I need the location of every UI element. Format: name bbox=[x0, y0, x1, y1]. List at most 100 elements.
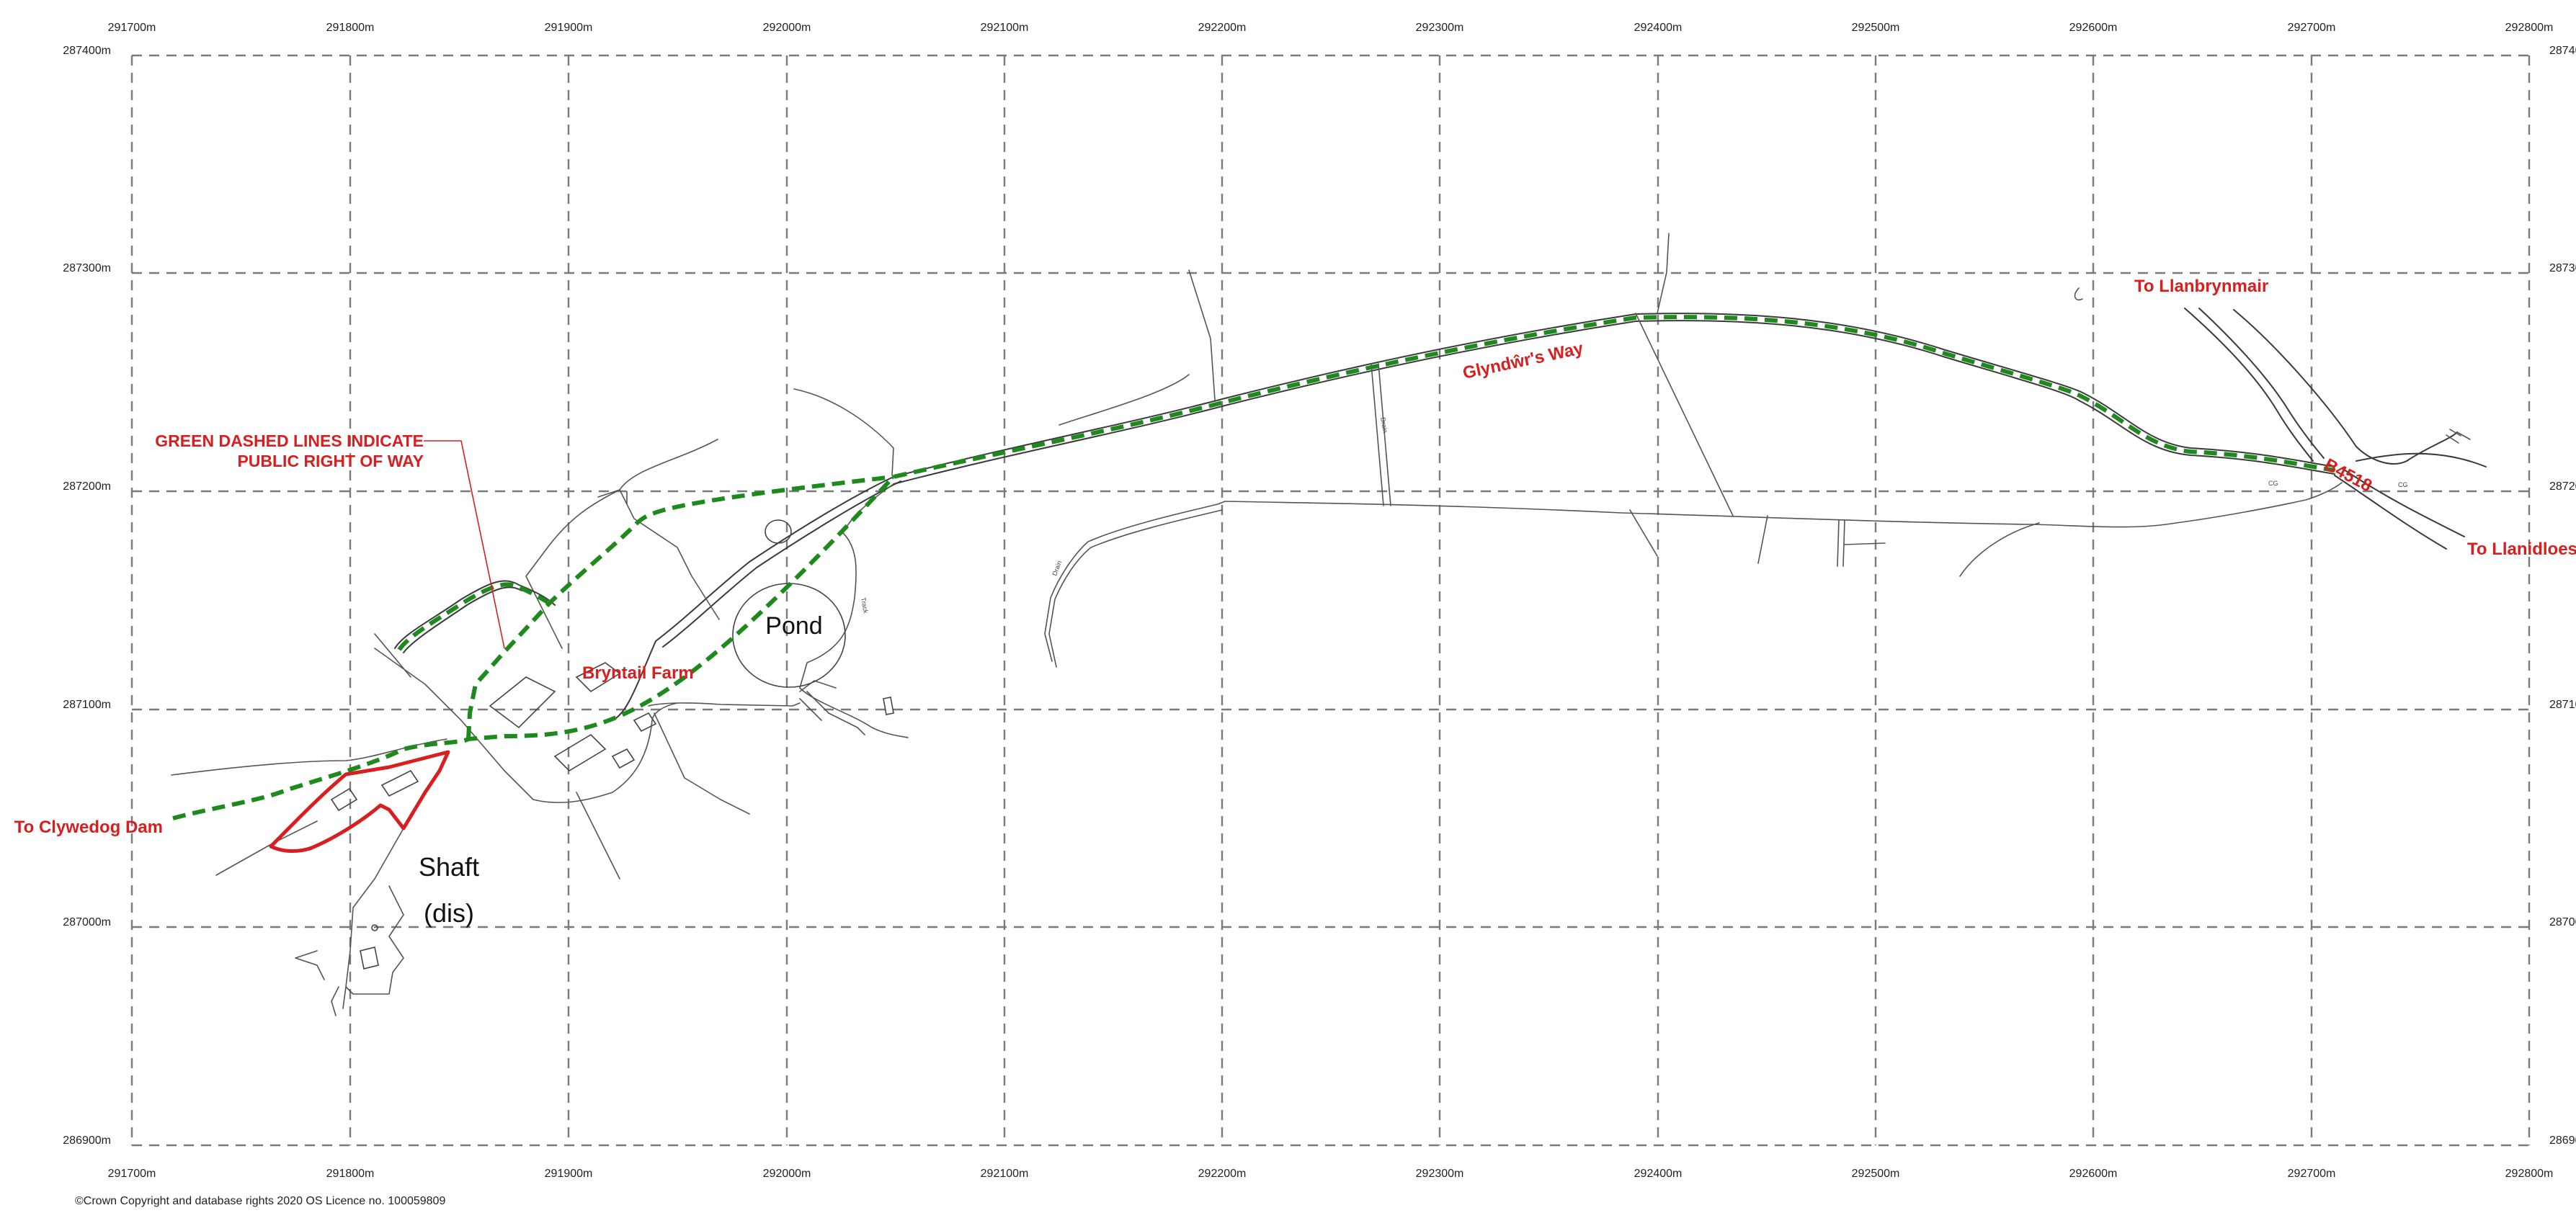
shaft-lane bbox=[345, 828, 404, 995]
easting-label: 292800m bbox=[2505, 1168, 2554, 1180]
easting-label: 292200m bbox=[1198, 22, 1247, 34]
easting-label: 291700m bbox=[108, 1168, 156, 1180]
label-bryntail-farm: Bryntail Farm bbox=[582, 663, 694, 683]
field-boundary-a bbox=[1629, 509, 1658, 557]
farm-loop-track-inner bbox=[403, 586, 522, 653]
easting-label: 292500m bbox=[1852, 1168, 1900, 1180]
farm-lane-north bbox=[793, 388, 894, 476]
track-south-long-inner bbox=[1048, 509, 1223, 668]
label-drain-1: Drain bbox=[1379, 417, 1389, 434]
easting-label: 292100m bbox=[981, 22, 1029, 34]
pond-edge-track bbox=[799, 483, 909, 738]
legend-text-line-1: GREEN DASHED LINES INDICATE bbox=[155, 431, 424, 450]
easting-label: 292800m bbox=[2505, 22, 2554, 34]
road-llanidloes-edge-3 bbox=[2356, 452, 2487, 467]
roads-and-boundaries bbox=[171, 233, 2487, 1016]
building bbox=[611, 748, 636, 769]
field-boundary-d bbox=[1959, 522, 2040, 577]
easting-labels-bottom: 291700m 291800m 291900m 292000m 292100m … bbox=[108, 1168, 2554, 1180]
farm-field-1 bbox=[619, 439, 720, 620]
easting-label: 292700m bbox=[2288, 22, 2336, 34]
easting-label: 292200m bbox=[1198, 1168, 1247, 1180]
right-of-way-farm-loop bbox=[397, 582, 549, 651]
label-to-clywedog-dam: To Clywedog Dam bbox=[14, 818, 163, 837]
northing-label: 286900m bbox=[2549, 1134, 2576, 1147]
easting-label: 292300m bbox=[1416, 22, 1464, 34]
northing-label: 287000m bbox=[63, 916, 111, 928]
shaft-marker bbox=[371, 924, 378, 931]
northing-label: 287100m bbox=[63, 699, 111, 711]
northing-label: 287300m bbox=[2549, 262, 2576, 274]
drain-boundary bbox=[1371, 363, 1391, 506]
building bbox=[883, 697, 894, 715]
northing-label: 287400m bbox=[2549, 45, 2576, 57]
road-main-lower-edge bbox=[893, 320, 2335, 485]
public-rights-of-way bbox=[172, 315, 2335, 820]
farm-main-road-edge-1 bbox=[612, 476, 894, 721]
northing-labels-left: 287400m 287300m 287200m 287100m 287000m … bbox=[63, 45, 111, 1147]
easting-label: 292600m bbox=[2069, 1168, 2118, 1180]
legend-leader-line bbox=[424, 440, 505, 649]
easting-label: 292600m bbox=[2069, 22, 2118, 34]
site-boundary bbox=[269, 750, 450, 854]
building bbox=[489, 676, 556, 729]
farm-loop-track bbox=[394, 580, 556, 649]
easting-label: 291800m bbox=[326, 22, 375, 34]
label-to-llanidloes: To Llanidloes bbox=[2467, 540, 2576, 559]
northing-label: 287200m bbox=[2549, 480, 2576, 493]
northing-label: 287200m bbox=[63, 480, 111, 493]
field-boundary-e bbox=[1635, 313, 1734, 516]
boundary-south bbox=[576, 792, 620, 879]
label-track: Track bbox=[860, 597, 870, 614]
legend-text-line-2: PUBLIC RIGHT OF WAY bbox=[237, 452, 424, 470]
copyright-notice: ©Crown Copyright and database rights 202… bbox=[75, 1195, 445, 1207]
lane-east-2 bbox=[799, 680, 837, 692]
building bbox=[380, 769, 419, 797]
label-cattle-grid-2: CG bbox=[2398, 481, 2408, 488]
easting-label: 292000m bbox=[763, 22, 811, 34]
field-boundary-c bbox=[1837, 519, 1886, 567]
easting-label: 291700m bbox=[108, 22, 156, 34]
farm-track-west bbox=[171, 738, 447, 776]
grid-lines bbox=[130, 54, 2531, 1147]
easting-label: 292500m bbox=[1852, 22, 1900, 34]
label-shaft-disused: (dis) bbox=[424, 898, 474, 928]
building bbox=[330, 787, 358, 812]
road-llanbrynmair-edge-1 bbox=[2184, 308, 2314, 462]
right-of-way-glyndwrs-way bbox=[172, 315, 2335, 820]
boundary-west bbox=[374, 633, 411, 678]
label-pond: Pond bbox=[765, 612, 822, 640]
shaft-lane-2 bbox=[295, 950, 347, 1016]
easting-label: 292400m bbox=[1634, 22, 1683, 34]
field-boundary-f bbox=[1657, 233, 1670, 314]
label-cattle-grid-1: CG bbox=[2268, 480, 2278, 487]
farm-main-road-edge-2 bbox=[662, 480, 901, 648]
building bbox=[360, 946, 379, 970]
label-drain-2: Drain bbox=[1051, 560, 1063, 577]
northing-label: 286900m bbox=[63, 1134, 111, 1147]
northing-label: 287300m bbox=[63, 262, 111, 274]
building bbox=[575, 662, 621, 693]
label-glyndwrs-way: Glyndŵr's Way bbox=[1461, 339, 1586, 383]
easting-label: 291900m bbox=[545, 1168, 593, 1180]
label-shaft: Shaft bbox=[419, 852, 479, 882]
building bbox=[553, 733, 607, 772]
farm-track-southwest bbox=[215, 820, 318, 876]
field-boundary-h bbox=[1059, 374, 1190, 426]
road-stub-east bbox=[2446, 429, 2471, 444]
small-pond-outline bbox=[765, 519, 792, 544]
road-llanbrynmair-edge-3 bbox=[2233, 309, 2458, 465]
road-llanbrynmair-edge-2 bbox=[2198, 308, 2325, 459]
building bbox=[633, 712, 657, 733]
road-llanidloes-edge-1 bbox=[2334, 475, 2447, 550]
farm-field-2 bbox=[525, 489, 620, 649]
easting-label: 291900m bbox=[545, 22, 593, 34]
easting-label: 292700m bbox=[2288, 1168, 2336, 1180]
northing-label: 287000m bbox=[2549, 916, 2576, 928]
label-to-llanbrynmair: To Llanbrynmair bbox=[2134, 277, 2268, 296]
northing-label: 287400m bbox=[63, 45, 111, 57]
right-of-way-farm-link bbox=[466, 475, 894, 740]
easting-label: 292300m bbox=[1416, 1168, 1464, 1180]
track-south-long bbox=[1044, 482, 2343, 662]
